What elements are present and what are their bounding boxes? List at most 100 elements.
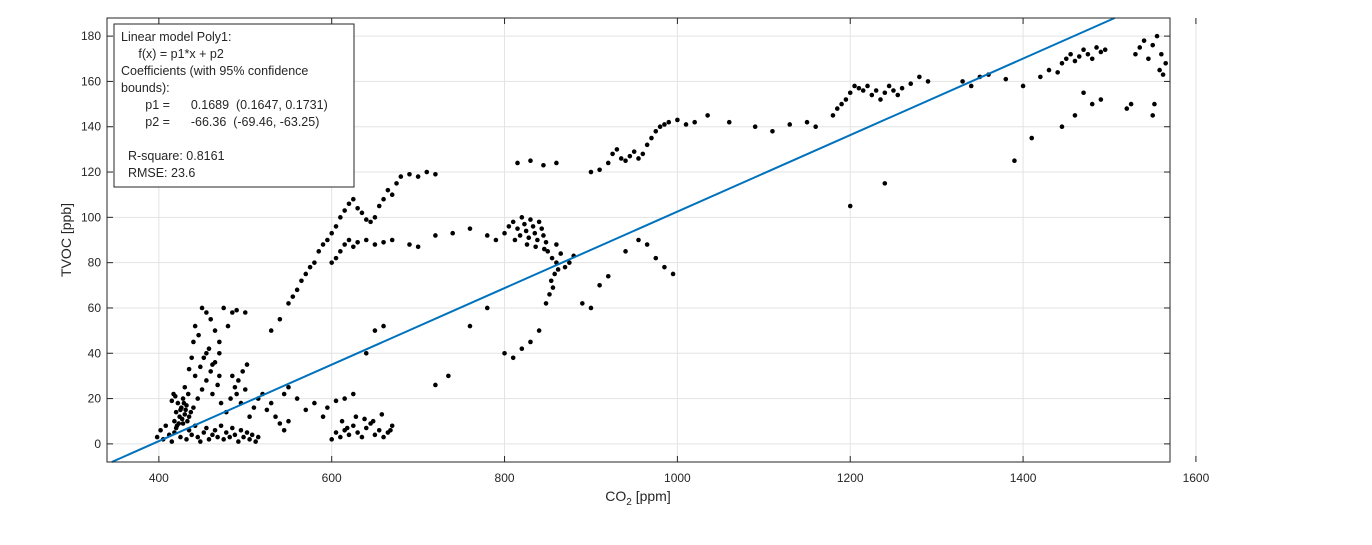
data-point [277, 421, 283, 426]
data-point [178, 407, 183, 413]
data-point [1072, 58, 1078, 64]
fit-line [111, 17, 1116, 463]
data-point [558, 251, 564, 256]
data-point [333, 224, 339, 229]
data-point [185, 418, 190, 424]
data-point [636, 237, 641, 243]
data-point [232, 384, 238, 390]
data-point [189, 355, 194, 361]
data-point [554, 242, 559, 247]
data-point [545, 249, 551, 254]
data-point [510, 219, 516, 225]
data-point [307, 264, 313, 270]
data-point [535, 237, 540, 243]
data-point [1094, 45, 1099, 50]
data-point [342, 208, 347, 213]
data-point [230, 373, 235, 379]
data-point [198, 439, 203, 444]
data-point [1152, 101, 1157, 107]
y-axis-label: TVOC [ppb] [58, 203, 74, 277]
data-point [1081, 47, 1086, 53]
data-point [221, 437, 226, 442]
data-point [882, 90, 888, 96]
data-point [925, 79, 931, 84]
data-point [244, 362, 250, 367]
data-point [1124, 106, 1130, 111]
data-point [244, 430, 250, 435]
data-point [522, 221, 527, 227]
data-point [1072, 113, 1078, 118]
data-point [588, 305, 594, 311]
data-point [528, 339, 533, 345]
x-tick-label: 1600 [1183, 471, 1210, 485]
data-point [433, 172, 438, 177]
data-point [517, 233, 523, 238]
data-point [286, 301, 291, 306]
data-point [381, 196, 386, 202]
data-point [204, 350, 209, 356]
data-point [1157, 67, 1162, 73]
data-point [1012, 158, 1017, 164]
data-point [158, 427, 163, 433]
data-point [1059, 124, 1065, 130]
data-point [869, 92, 875, 98]
data-points [154, 33, 1168, 444]
data-point [359, 210, 365, 216]
annotation-line: Linear model Poly1: [121, 30, 231, 44]
data-point [555, 267, 561, 272]
data-point [346, 432, 352, 438]
data-point [294, 287, 300, 293]
data-point [528, 217, 533, 222]
data-point [533, 244, 538, 250]
data-point [227, 434, 233, 440]
data-point [236, 439, 241, 444]
data-point [191, 339, 196, 345]
data-point [320, 414, 326, 419]
y-tick-label: 180 [81, 29, 101, 43]
data-point [273, 414, 278, 419]
y-tick-label: 60 [88, 301, 102, 315]
data-point [189, 432, 194, 438]
data-point [614, 147, 620, 152]
data-point [355, 205, 360, 211]
data-point [191, 405, 196, 410]
data-point [666, 119, 672, 125]
data-point [1102, 47, 1108, 53]
data-point [346, 201, 352, 207]
data-point [215, 434, 220, 440]
grid-lines [107, 18, 1197, 462]
data-point [206, 437, 212, 442]
data-point [204, 310, 209, 315]
data-point [351, 196, 356, 202]
data-point [830, 113, 836, 118]
data-point [554, 160, 559, 166]
data-point [873, 88, 879, 93]
data-point [787, 122, 793, 127]
data-point [217, 350, 222, 356]
data-point [342, 396, 347, 401]
data-point [312, 400, 317, 406]
data-point [389, 423, 395, 429]
data-point [541, 233, 546, 238]
data-point [547, 292, 552, 297]
data-point [188, 409, 194, 415]
data-point [277, 316, 283, 322]
data-point [506, 224, 512, 229]
data-point [342, 242, 347, 247]
data-point [169, 439, 175, 444]
data-point [372, 432, 378, 438]
data-point [852, 83, 857, 89]
data-point [865, 83, 870, 89]
data-point [385, 187, 391, 193]
data-point [381, 323, 386, 329]
data-point [1046, 67, 1052, 73]
data-point [882, 181, 888, 186]
plot-frame [106, 17, 1171, 463]
data-point [173, 409, 179, 415]
y-tick-label: 20 [88, 392, 102, 406]
data-point [398, 174, 404, 179]
data-point [351, 423, 356, 429]
data-point [338, 434, 343, 440]
data-point [1085, 51, 1091, 57]
data-point [1154, 33, 1160, 39]
